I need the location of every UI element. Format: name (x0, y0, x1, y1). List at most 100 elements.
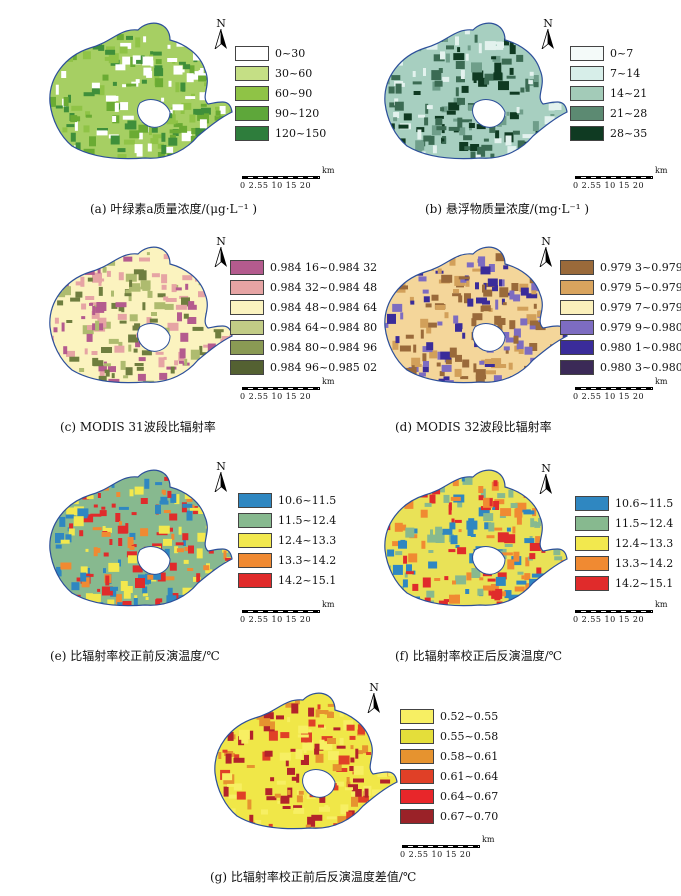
raster-cell (87, 325, 92, 331)
raster-cell (146, 317, 152, 328)
north-arrow-icon (214, 471, 227, 494)
raster-cell (319, 794, 326, 803)
raster-cell (206, 519, 215, 528)
legend-label: 0.984 64~0.984 80 (270, 321, 378, 334)
raster-cell (525, 583, 531, 593)
north-label: N (369, 681, 379, 694)
raster-cell (495, 253, 505, 262)
raster-cell (57, 300, 64, 306)
raster-cell (405, 268, 417, 272)
raster-cell (140, 280, 151, 290)
raster-cell (192, 71, 199, 80)
raster-cell (356, 750, 363, 755)
raster-cell (97, 266, 101, 274)
north-arrow-icon (539, 473, 552, 496)
raster-cell (525, 557, 530, 567)
raster-cell (167, 587, 173, 596)
raster-cell (104, 56, 113, 61)
raster-cell (105, 49, 116, 55)
scale-bar-graphic (402, 845, 480, 848)
raster-cell (468, 518, 475, 522)
raster-cell (487, 586, 496, 591)
raster-cell (51, 145, 63, 155)
scale-ticks: 0 2.55 10 15 20 (240, 392, 312, 401)
raster-cell (129, 489, 134, 497)
raster-cell (108, 53, 119, 64)
raster-cell (484, 364, 495, 367)
raster-cell (189, 154, 198, 159)
raster-cell (151, 312, 157, 316)
raster-cell (449, 347, 457, 358)
raster-cell (71, 105, 83, 111)
raster-cell (499, 279, 502, 287)
raster-cell (79, 530, 84, 537)
raster-cell (472, 268, 483, 272)
lake-shoreline (214, 692, 398, 830)
raster-cell (112, 116, 117, 122)
raster-cell (431, 294, 439, 301)
raster-cell (475, 369, 486, 380)
raster-cell (296, 795, 303, 803)
raster-cell (85, 548, 89, 552)
raster-cell (531, 573, 543, 578)
north-label: N (541, 462, 551, 475)
scale-bar-graphic (242, 176, 320, 179)
raster-cell (392, 157, 400, 159)
raster-cell (76, 37, 87, 43)
legend-label: 14.2~15.1 (278, 574, 337, 587)
raster-cell (497, 572, 507, 580)
raster-cell (457, 117, 463, 128)
raster-cell (386, 750, 395, 756)
raster-cell (492, 285, 498, 292)
raster-cell (98, 365, 105, 372)
raster-cell (533, 79, 539, 88)
raster-cell (411, 365, 417, 376)
raster-cell (291, 776, 299, 781)
legend-swatch (560, 260, 594, 275)
raster-cell (556, 85, 563, 89)
raster-cell (65, 47, 69, 53)
raster-cell (467, 298, 474, 307)
raster-cell (546, 270, 553, 279)
raster-cell (426, 105, 433, 110)
raster-cell (480, 305, 484, 312)
raster-cell (150, 138, 159, 145)
raster-cell (420, 318, 429, 328)
raster-cell (129, 532, 136, 540)
raster-cell (426, 327, 432, 334)
raster-cell (165, 298, 177, 302)
raster-cell (93, 504, 98, 508)
raster-cell (161, 97, 165, 102)
raster-cell (398, 124, 409, 129)
raster-cell (431, 125, 441, 136)
raster-cell (389, 358, 397, 368)
raster-cell (389, 806, 397, 814)
raster-cell (290, 748, 296, 752)
raster-cell (345, 787, 353, 791)
legend-label: 0.58~0.61 (440, 750, 499, 763)
legend-swatch (238, 553, 272, 568)
raster-cell (95, 320, 100, 331)
raster-cell (136, 366, 144, 371)
legend-swatch (560, 360, 594, 375)
raster-cell (464, 28, 470, 35)
raster-cell (55, 252, 59, 260)
raster-cell (559, 138, 567, 147)
raster-cell (524, 346, 533, 355)
raster-cell (55, 496, 67, 501)
raster-cell (440, 107, 445, 112)
raster-cell (215, 535, 221, 540)
raster-cell (205, 569, 213, 574)
raster-cell (529, 71, 534, 76)
legend-swatch (560, 340, 594, 355)
raster-cell (56, 291, 66, 298)
raster-cell (221, 545, 226, 549)
legend-swatch (400, 769, 434, 784)
raster-cell (122, 56, 131, 65)
raster-cell (103, 568, 106, 574)
legend-swatch (235, 86, 269, 101)
raster-cell (183, 254, 190, 259)
raster-cell (119, 46, 128, 54)
raster-cell (475, 282, 479, 290)
raster-cell (513, 479, 520, 486)
